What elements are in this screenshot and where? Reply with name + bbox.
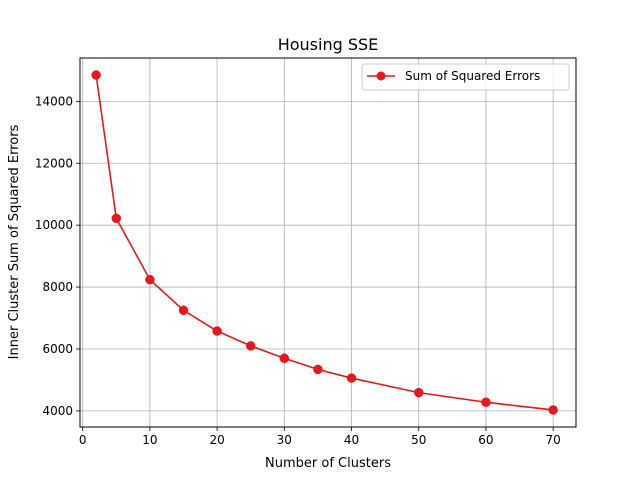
- ticks: 0 10 20 30 40 50 60 70 4000 6000 8000 10000 12000 140…: [35, 94, 561, 447]
- y-tick-label: 14000: [35, 94, 73, 108]
- y-tick-label: 12000: [35, 156, 73, 170]
- data-point: [111, 213, 122, 224]
- data-point: [548, 405, 558, 415]
- grid: [80, 58, 576, 427]
- legend-label: Sum of Squared Errors: [405, 69, 540, 83]
- x-tick-label: 0: [79, 433, 87, 447]
- y-axis-label: Inner Cluster Sum of Squared Errors: [7, 124, 22, 359]
- series-layer: [91, 70, 558, 415]
- x-tick-label: 10: [142, 433, 157, 447]
- plot-area: [80, 58, 576, 427]
- x-tick-label: 20: [209, 433, 224, 447]
- legend-marker-swatch: [376, 71, 386, 81]
- series-line: [95, 74, 554, 411]
- data-point: [245, 341, 256, 351]
- y-tick-label: 10000: [35, 218, 73, 232]
- chart-title: Housing SSE: [278, 35, 379, 54]
- y-tick-label: 8000: [42, 280, 73, 294]
- data-point: [212, 326, 222, 336]
- plot-frame: [79, 57, 577, 428]
- x-tick-label: 60: [478, 433, 493, 447]
- x-tick-label: 50: [411, 433, 426, 447]
- data-point: [279, 353, 290, 364]
- x-tick-label: 70: [546, 433, 561, 447]
- x-tick-label: 30: [277, 433, 292, 447]
- legend-box: [361, 63, 570, 91]
- data-point: [346, 373, 357, 383]
- x-tick-label: 40: [344, 433, 359, 447]
- data-point: [145, 274, 155, 285]
- legend: Sum of Squared Errors: [361, 63, 570, 91]
- data-point: [91, 70, 101, 80]
- data-point: [313, 364, 323, 375]
- data-point: [178, 305, 189, 316]
- y-tick-label: 6000: [42, 342, 73, 356]
- data-point: [481, 397, 491, 407]
- data-point: [413, 387, 424, 398]
- x-axis-label: Number of Clusters: [265, 456, 391, 471]
- y-tick-label: 4000: [42, 404, 73, 418]
